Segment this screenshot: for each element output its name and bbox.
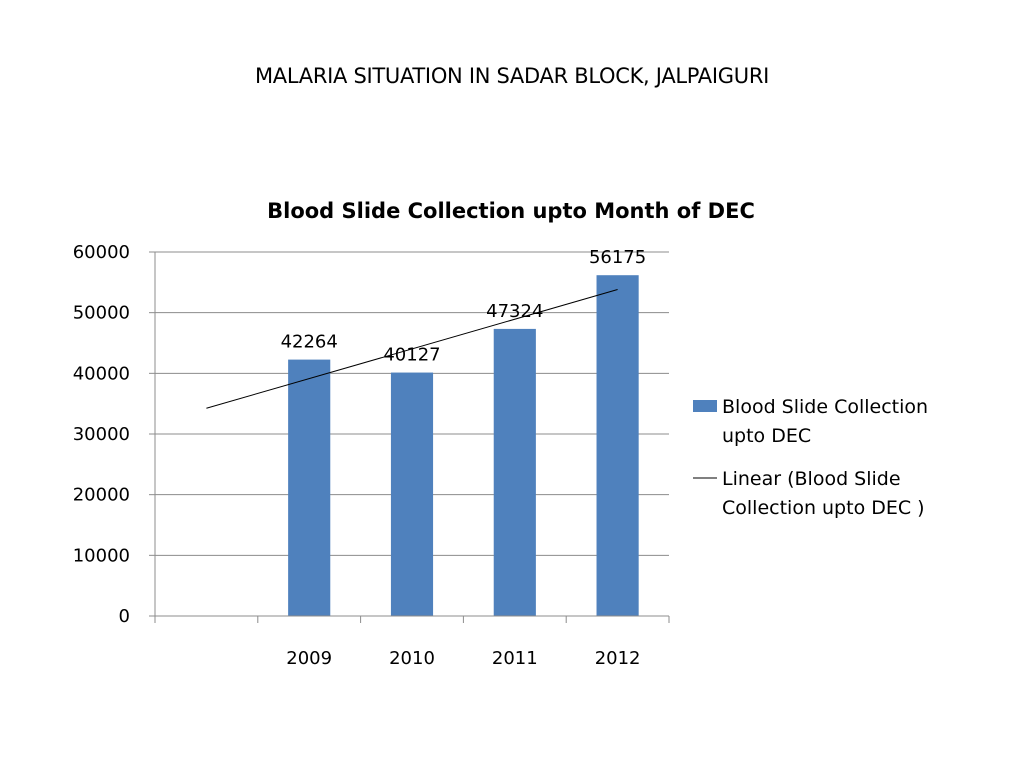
data-labels: 42264 40127 47324 56175 <box>281 247 647 365</box>
x-axis-ticks: 2009 2010 2011 2012 <box>154 616 670 669</box>
y-axis-ticks: 0 10000 20000 30000 40000 50000 60000 <box>73 242 155 627</box>
chart-title: Blood Slide Collection upto Month of DEC <box>267 199 755 223</box>
bar <box>493 328 536 616</box>
axes <box>154 252 669 617</box>
legend-label-trendline: Linear (Blood Slide Collection upto DEC … <box>722 468 925 519</box>
y-tick-label: 60000 <box>73 242 130 263</box>
bar <box>288 359 331 616</box>
y-tick-label: 10000 <box>73 545 130 566</box>
y-tick-label: 50000 <box>73 303 130 324</box>
trendline <box>206 289 618 409</box>
x-tick-label: 2012 <box>595 648 641 669</box>
bar <box>596 275 639 616</box>
x-tick-label: 2009 <box>286 648 332 669</box>
x-tick-label: 2011 <box>492 648 538 669</box>
data-label: 42264 <box>281 332 338 353</box>
y-tick-label: 0 <box>119 606 130 627</box>
data-label: 47324 <box>486 301 543 322</box>
legend-label-bar: Blood Slide Collection upto DEC <box>722 396 934 447</box>
y-tick-label: 20000 <box>73 485 130 506</box>
bars <box>288 275 639 616</box>
data-label: 56175 <box>589 247 646 268</box>
slide-title: MALARIA SITUATION IN SADAR BLOCK, JALPAI… <box>254 64 769 88</box>
data-label: 40127 <box>383 345 440 366</box>
y-tick-label: 30000 <box>73 424 130 445</box>
legend: Blood Slide Collection upto DEC Linear (… <box>693 396 934 519</box>
x-tick-label: 2010 <box>389 648 435 669</box>
legend-swatch-bar <box>693 400 717 412</box>
y-tick-label: 40000 <box>73 363 130 384</box>
trendline-line <box>206 289 618 409</box>
bar <box>390 372 434 616</box>
